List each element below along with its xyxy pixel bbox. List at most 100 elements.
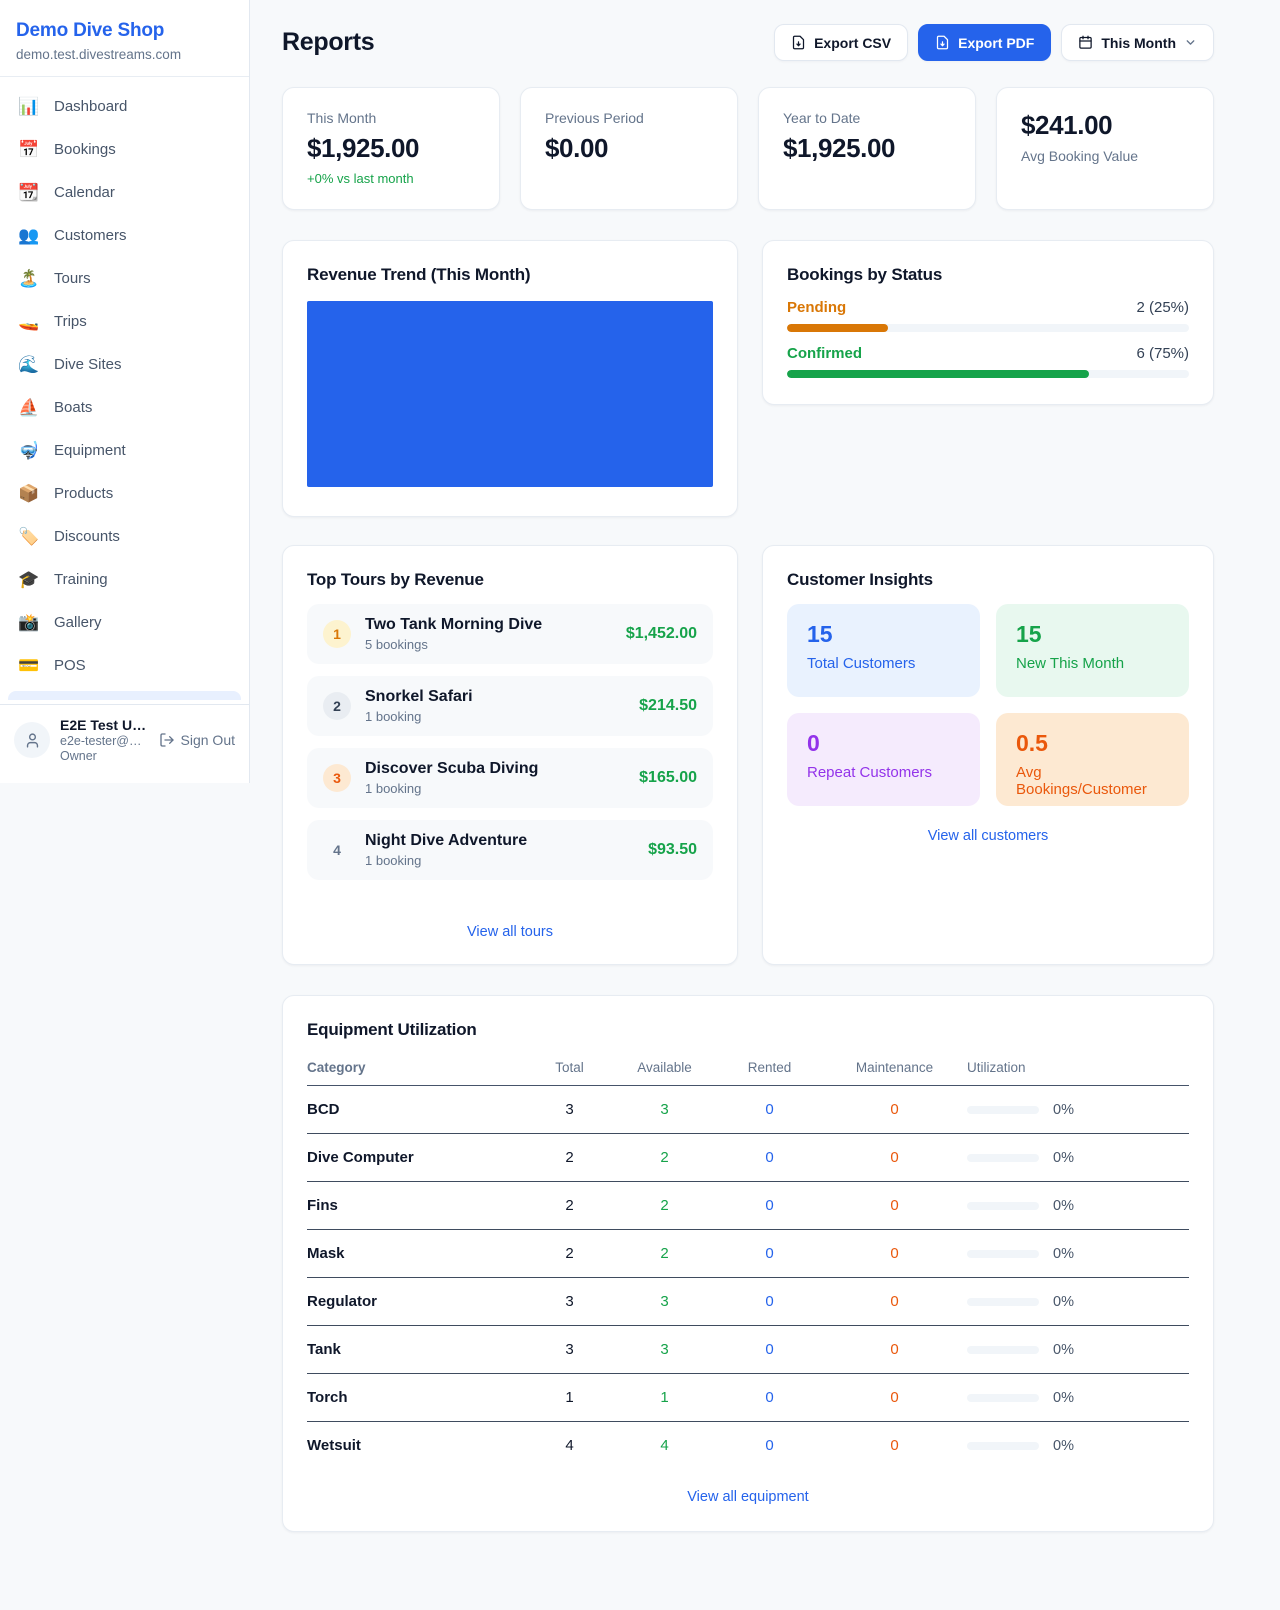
- insight-tile-new-this-month: 15 New This Month: [996, 604, 1189, 697]
- shop-header: Demo Dive Shop demo.test.divestreams.com: [0, 0, 249, 77]
- sidebar-item-equipment[interactable]: 🤿 Equipment: [8, 429, 241, 472]
- utilization-bar-track: [967, 1201, 1039, 1210]
- island-icon: 🏝️: [18, 268, 40, 288]
- utilization-label: 0%: [1053, 1149, 1074, 1166]
- sidebar-item-pos[interactable]: 💳 POS: [8, 644, 241, 687]
- equipment-category: Wetsuit: [307, 1437, 361, 1454]
- tile-label: Total Customers: [807, 655, 916, 672]
- sidebar-item-label: Customers: [54, 227, 127, 244]
- tour-name: Discover Scuba Diving: [365, 760, 539, 777]
- customer-insights-card: Customer Insights 15 Total Customers 15 New…: [762, 545, 1214, 965]
- sidebar-item-dashboard[interactable]: 📊 Dashboard: [8, 85, 241, 128]
- equipment-available: 3: [660, 1101, 669, 1118]
- top-tours-card: Top Tours by Revenue 1 Two Tank Morning D…: [282, 545, 738, 965]
- tile-value: 15: [807, 621, 833, 647]
- stat-value: $241.00: [1021, 110, 1113, 140]
- tag-icon: 🏷️: [18, 526, 40, 546]
- utilization-label: 0%: [1053, 1101, 1074, 1118]
- customer-insights-title: Customer Insights: [787, 570, 933, 589]
- sidebar-item-dive-sites[interactable]: 🌊 Dive Sites: [8, 343, 241, 386]
- col-header-rented: Rented: [747, 1060, 792, 1075]
- tour-meta: Night Dive Adventure 1 booking: [365, 832, 634, 868]
- utilization-bar-track: [967, 1441, 1039, 1450]
- revenue-trend-title: Revenue Trend (This Month): [307, 265, 531, 284]
- tile-label: Repeat Customers: [807, 764, 933, 781]
- sidebar-item-training[interactable]: 🎓 Training: [8, 558, 241, 601]
- equipment-row-wetsuit: Wetsuit 4 4 0 0 0%: [307, 1422, 1189, 1469]
- tour-meta: Snorkel Safari 1 booking: [365, 688, 625, 724]
- utilization-bar-track: [967, 1345, 1039, 1354]
- period-selector[interactable]: This Month: [1061, 24, 1214, 61]
- dive-mask-icon: 🤿: [18, 440, 40, 460]
- status-row-confirmed: Confirmed 6 (75%): [787, 345, 1189, 378]
- sidebar-item-label: Dashboard: [54, 98, 128, 115]
- equipment-total: 2: [565, 1197, 574, 1214]
- utilization-label: 0%: [1053, 1293, 1074, 1310]
- tour-row-two-tank-morning-dive[interactable]: 1 Two Tank Morning Dive 5 bookings $1,452.0…: [307, 604, 713, 664]
- sidebar-item-products[interactable]: 📦 Products: [8, 472, 241, 515]
- tour-row-night-dive-adventure[interactable]: 4 Night Dive Adventure 1 booking $93.50: [307, 820, 713, 880]
- equipment-utilization-title: Equipment Utilization: [307, 1020, 477, 1039]
- sidebar-item-tours[interactable]: 🏝️ Tours: [8, 257, 241, 300]
- shop-name: Demo Dive Shop: [16, 20, 165, 41]
- package-icon: 📦: [18, 483, 40, 503]
- equipment-total: 3: [565, 1293, 574, 1310]
- sidebar-item-gallery[interactable]: 📸 Gallery: [8, 601, 241, 644]
- sidebar-item-trips[interactable]: 🚤 Trips: [8, 300, 241, 343]
- equipment-maintenance: 0: [890, 1389, 899, 1406]
- equipment-rented: 0: [765, 1197, 774, 1214]
- equipment-maintenance: 0: [890, 1101, 899, 1118]
- equipment-row-mask: Mask 2 2 0 0 0%: [307, 1230, 1189, 1278]
- sidebar: Demo Dive Shop demo.test.divestreams.com…: [0, 0, 250, 783]
- view-all-tours-link[interactable]: View all tours: [467, 924, 553, 940]
- utilization-label: 0%: [1053, 1389, 1074, 1406]
- sidebar-item-bookings[interactable]: 📅 Bookings: [8, 128, 241, 171]
- equipment-utilization-cell: 0%: [967, 1135, 1189, 1181]
- equipment-row-dive-computer: Dive Computer 2 2 0 0 0%: [307, 1134, 1189, 1182]
- export-csv-label: Export CSV: [814, 34, 892, 51]
- rank-badge: 2: [323, 692, 351, 720]
- view-all-equipment-link[interactable]: View all equipment: [687, 1489, 809, 1505]
- equipment-row-torch: Torch 1 1 0 0 0%: [307, 1374, 1189, 1422]
- sign-out-button[interactable]: Sign Out: [159, 732, 235, 748]
- equipment-available: 2: [660, 1149, 669, 1166]
- status-bar-track: [787, 324, 1189, 332]
- sidebar-item-calendar[interactable]: 📆 Calendar: [8, 171, 241, 214]
- equipment-maintenance: 0: [890, 1341, 899, 1358]
- status-row-pending: Pending 2 (25%): [787, 299, 1189, 332]
- equipment-total: 3: [565, 1101, 574, 1118]
- equipment-category: Mask: [307, 1245, 345, 1262]
- equipment-category: Torch: [307, 1389, 348, 1406]
- sidebar-item-customers[interactable]: 👥 Customers: [8, 214, 241, 257]
- insight-tile-total-customers: 15 Total Customers: [787, 604, 980, 697]
- tour-bookings: 1 booking: [365, 709, 422, 724]
- insight-tile-avg-bookings-customer: 0.5 Avg Bookings/Customer: [996, 713, 1189, 806]
- export-pdf-button[interactable]: Export PDF: [918, 24, 1052, 61]
- user-role: Owner: [60, 749, 97, 763]
- sidebar-item-boats[interactable]: ⛵ Boats: [8, 386, 241, 429]
- sidebar-item-discounts[interactable]: 🏷️ Discounts: [8, 515, 241, 558]
- sidebar-item-partial[interactable]: [8, 691, 241, 700]
- tile-value: 0.5: [1016, 730, 1048, 756]
- export-csv-button[interactable]: Export CSV: [774, 24, 909, 61]
- tour-bookings: 1 booking: [365, 781, 422, 796]
- equipment-utilization-cell: 0%: [967, 1231, 1189, 1277]
- equipment-available: 1: [660, 1389, 669, 1406]
- stat-card-year-to-date: Year to Date $1,925.00: [758, 87, 976, 210]
- export-pdf-label: Export PDF: [958, 34, 1035, 51]
- sidebar-item-label: Training: [54, 571, 108, 588]
- col-header-available: Available: [637, 1060, 692, 1075]
- avatar: [14, 722, 50, 758]
- user-meta: E2E Test U… e2e-tester@… Owner: [60, 717, 149, 763]
- status-bar-fill: [787, 324, 888, 332]
- bar-chart-icon: 📊: [18, 96, 40, 116]
- bookings-by-status-card: Bookings by Status Pending 2 (25%) Confirm…: [762, 240, 1214, 405]
- stat-label: Previous Period: [545, 110, 644, 126]
- tour-row-snorkel-safari[interactable]: 2 Snorkel Safari 1 booking $214.50: [307, 676, 713, 736]
- equipment-rented: 0: [765, 1245, 774, 1262]
- sidebar-item-label: Calendar: [54, 184, 115, 201]
- tour-revenue: $93.50: [648, 841, 697, 858]
- tour-row-discover-scuba-diving[interactable]: 3 Discover Scuba Diving 1 booking $165.00: [307, 748, 713, 808]
- insight-tile-repeat-customers: 0 Repeat Customers: [787, 713, 980, 806]
- view-all-customers-link[interactable]: View all customers: [927, 828, 1049, 844]
